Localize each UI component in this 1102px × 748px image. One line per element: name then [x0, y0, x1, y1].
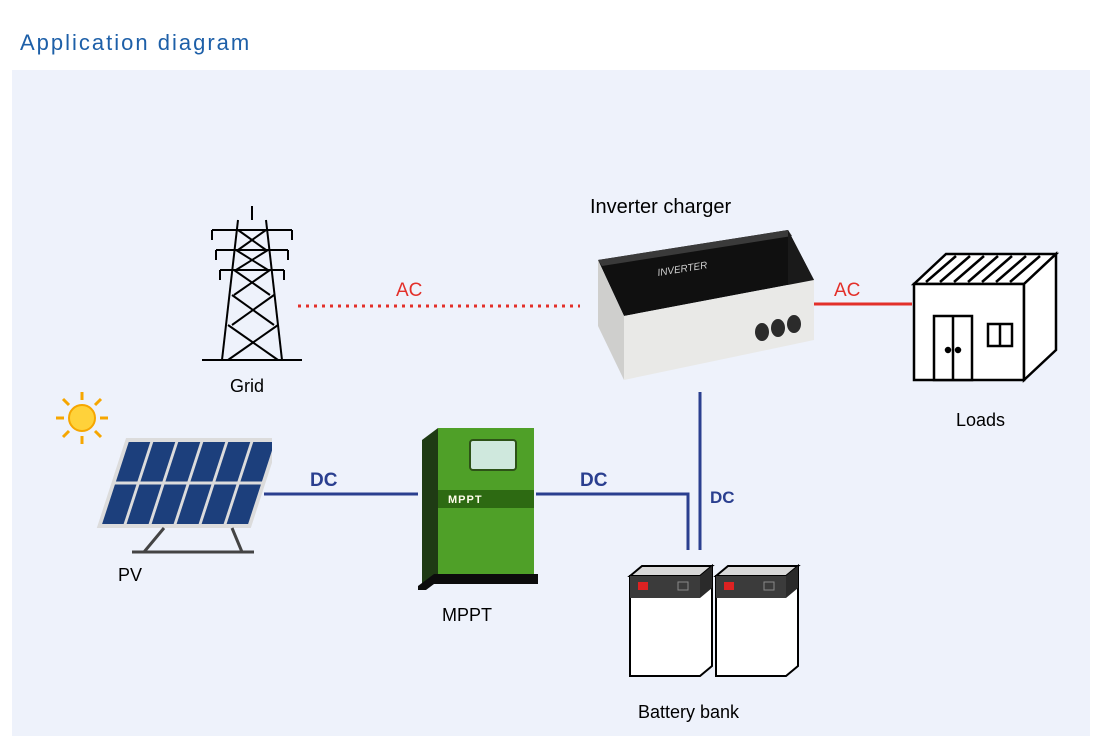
- page-title: Application diagram: [20, 30, 251, 56]
- svg-text:MPPT: MPPT: [448, 494, 483, 506]
- edge-label-dc-pv: DC: [310, 470, 337, 492]
- loads-icon: [906, 238, 1066, 398]
- edge-label-ac-loads: AC: [834, 280, 860, 302]
- edge-label-dc-mppt: DC: [580, 470, 607, 492]
- grid-icon: [192, 200, 312, 370]
- edge-label-dc-inv: DC: [710, 488, 735, 508]
- grid-label: Grid: [230, 376, 264, 397]
- diagram-canvas: AC AC DC DC DC: [12, 70, 1090, 736]
- battery-label: Battery bank: [638, 702, 739, 723]
- pv-icon: [72, 432, 272, 562]
- pv-label: PV: [118, 565, 142, 586]
- mppt-icon: MPPT: [414, 420, 544, 590]
- inverter-label: Inverter charger: [590, 196, 731, 219]
- edge-label-ac-grid: AC: [396, 280, 422, 302]
- edges-svg: [12, 70, 1090, 736]
- mppt-label: MPPT: [442, 605, 492, 626]
- inverter-icon: INVERTER: [568, 220, 828, 400]
- loads-label: Loads: [956, 410, 1005, 431]
- battery-icon: [620, 548, 820, 698]
- page: Application diagram AC AC DC DC DC: [0, 0, 1102, 748]
- edge-mppt-battery: [536, 494, 688, 550]
